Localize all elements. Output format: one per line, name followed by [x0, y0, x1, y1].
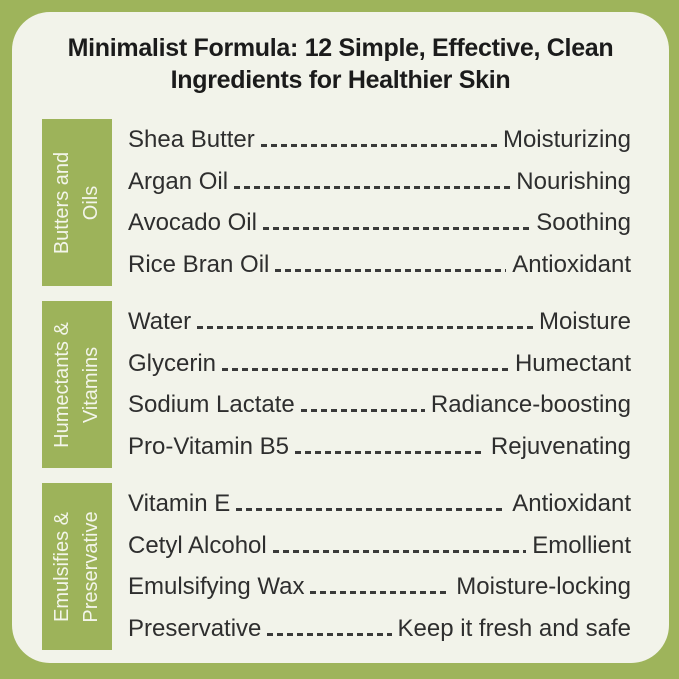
ingredient-benefit: Nourishing [516, 167, 631, 195]
group-label: Emulsifies & Preservative [48, 485, 106, 649]
ingredient-benefit: Moisture [538, 307, 631, 335]
group-label-line1: Butters and [51, 151, 73, 254]
ingredient-name: Shea Butter [128, 125, 255, 153]
ingredient-name: Emulsifying Wax [128, 573, 305, 601]
dotted-leader [310, 591, 451, 595]
group-humectants-and-vitamins: Humectants & Vitamins Water Moisture Gly… [42, 301, 631, 468]
infographic-card: Minimalist Formula: 12 Simple, Effective… [12, 12, 669, 663]
ingredient-name: Rice Bran Oil [128, 251, 270, 279]
ingredient-row: Sodium Lactate Radiance-boosting [128, 391, 631, 419]
dotted-leader [267, 633, 392, 637]
ingredient-name: Avocado Oil [128, 209, 257, 237]
ingredient-benefit: Emollient [532, 531, 631, 559]
ingredient-row: Preservative Keep it fresh and safe [128, 615, 631, 643]
group-label: Butters and Oils [48, 121, 106, 285]
ingredient-benefit: Radiance-boosting [430, 391, 631, 419]
ingredient-benefit: Antioxidant [512, 489, 631, 517]
group-label-box: Butters and Oils [42, 119, 112, 286]
group-label-line2: Oils [80, 185, 102, 220]
ingredient-row: Glycerin Humectant [128, 350, 631, 378]
dotted-leader [275, 269, 507, 273]
ingredient-row: Argan Oil Nourishing [128, 168, 631, 196]
ingredient-benefit: Humectant [514, 349, 631, 377]
dotted-leader [262, 227, 531, 231]
ingredient-name: Water [128, 307, 192, 335]
ingredient-name: Argan Oil [128, 167, 229, 195]
group-rows: Shea Butter Moisturizing Argan Oil Nouri… [128, 119, 631, 286]
ingredient-name: Cetyl Alcohol [128, 531, 267, 559]
dotted-leader [294, 451, 485, 455]
group-label-box: Humectants & Vitamins [42, 301, 112, 468]
ingredient-row: Shea Butter Moisturizing [128, 126, 631, 154]
dotted-leader [236, 507, 507, 511]
ingredient-row: Vitamin E Antioxidant [128, 490, 631, 518]
ingredient-benefit: Moisture-locking [456, 573, 631, 601]
ingredient-row: Avocado Oil Soothing [128, 209, 631, 237]
ingredient-benefit: Keep it fresh and safe [397, 615, 631, 643]
dotted-leader [300, 409, 425, 413]
page-title: Minimalist Formula: 12 Simple, Effective… [12, 32, 669, 96]
group-label-line2: Vitamins [80, 346, 102, 423]
dotted-leader [222, 367, 509, 371]
ingredient-benefit: Antioxidant [512, 251, 631, 279]
ingredient-name: Sodium Lactate [128, 391, 295, 419]
dotted-leader [197, 325, 533, 329]
group-rows: Water Moisture Glycerin Humectant Sodium… [128, 301, 631, 468]
group-label-line1: Emulsifies & [51, 511, 73, 622]
group-label-line2: Preservative [80, 510, 102, 623]
ingredient-name: Preservative [128, 615, 262, 643]
group-label-line1: Humectants & [51, 321, 73, 448]
group-butters-and-oils: Butters and Oils Shea Butter Moisturizin… [42, 119, 631, 286]
ingredient-benefit: Moisturizing [502, 125, 631, 153]
ingredient-benefit: Soothing [536, 209, 631, 237]
group-emulsifies-and-preservative: Emulsifies & Preservative Vitamin E Anti… [42, 483, 631, 650]
dotted-leader [260, 143, 497, 147]
ingredient-row: Rice Bran Oil Antioxidant [128, 251, 631, 279]
ingredient-name: Glycerin [128, 349, 217, 377]
ingredient-list: Butters and Oils Shea Butter Moisturizin… [12, 119, 669, 650]
dotted-leader [272, 549, 527, 553]
ingredient-row: Pro-Vitamin B5 Rejuvenating [128, 433, 631, 461]
dotted-leader [234, 185, 511, 189]
page-title-line2: Ingredients for Healthier Skin [170, 66, 511, 94]
ingredient-row: Emulsifying Wax Moisture-locking [128, 573, 631, 601]
ingredient-name: Pro-Vitamin B5 [128, 433, 289, 461]
group-label: Humectants & Vitamins [48, 303, 106, 467]
ingredient-name: Vitamin E [128, 489, 231, 517]
group-rows: Vitamin E Antioxidant Cetyl Alcohol Emol… [128, 483, 631, 650]
ingredient-benefit: Rejuvenating [490, 433, 631, 461]
page-title-line1: Minimalist Formula: 12 Simple, Effective… [67, 34, 614, 62]
group-label-box: Emulsifies & Preservative [42, 483, 112, 650]
ingredient-row: Cetyl Alcohol Emollient [128, 532, 631, 560]
ingredient-row: Water Moisture [128, 308, 631, 336]
